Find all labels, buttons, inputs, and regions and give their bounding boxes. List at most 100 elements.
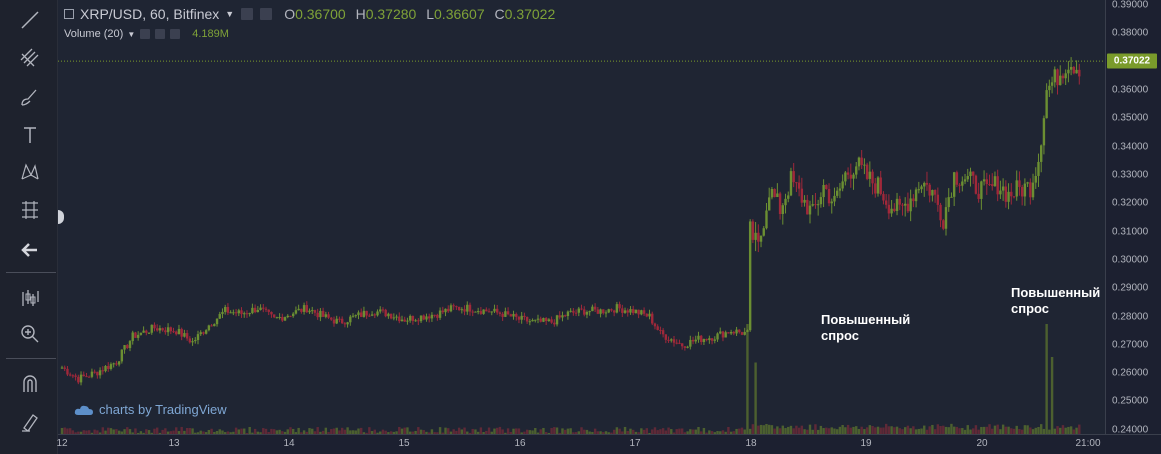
candle-body (754, 232, 757, 240)
candle-body (150, 324, 153, 333)
candle-body (691, 339, 695, 342)
open-value: 0.36700 (295, 6, 346, 22)
indicators-tool[interactable] (14, 284, 46, 312)
volume-bar (923, 425, 926, 434)
magnet-tool[interactable] (14, 370, 46, 398)
volume-title[interactable]: Volume (20) (64, 28, 124, 40)
candle-body (697, 335, 700, 340)
candle-body (1037, 161, 1040, 176)
candle-body (969, 171, 972, 177)
candle-body (539, 318, 542, 322)
candlestick-chart[interactable] (58, 0, 1105, 434)
volume-bar (153, 428, 156, 434)
volume-bar (678, 428, 681, 434)
volume-bar (183, 430, 186, 434)
annotation-text[interactable]: Повышенный спрос (1011, 285, 1101, 316)
volume-bar (602, 432, 605, 434)
candle-body (131, 332, 134, 342)
volume-bar (471, 428, 474, 434)
volume-bar (727, 426, 730, 434)
candle-body (833, 195, 836, 202)
volume-bar (759, 424, 763, 434)
candle-body (944, 207, 948, 229)
candle-body (368, 315, 371, 317)
volume-bar (700, 431, 703, 434)
close-label: C (494, 6, 505, 22)
symbol-title[interactable]: XRP/USD, 60, Bitfinex (80, 6, 220, 22)
candle-body (172, 331, 175, 333)
collapse-legend-icon[interactable] (64, 9, 74, 19)
volume-bar (855, 426, 858, 434)
candle-body (626, 310, 629, 313)
lock-tool[interactable] (14, 408, 46, 436)
candle-body (387, 313, 390, 317)
volume-bar (191, 428, 194, 434)
volume-bar (104, 430, 107, 434)
volume-bar (729, 431, 733, 434)
candle-body (270, 311, 273, 315)
annotation-text[interactable]: Повышенный спрос (821, 312, 911, 343)
eye-icon[interactable] (140, 29, 151, 39)
volume-bar (1061, 425, 1065, 434)
text-tool[interactable] (14, 121, 46, 149)
pitchfork-tool[interactable] (14, 44, 46, 72)
volume-bar (841, 424, 844, 434)
volume-bar (414, 430, 417, 434)
chevron-down-icon[interactable]: ▼ (225, 9, 235, 19)
volume-bar (1026, 425, 1029, 434)
candle-body (126, 345, 129, 349)
candle-body (928, 184, 931, 196)
volume-bar (185, 427, 189, 434)
candle-body (188, 338, 192, 343)
back-tool[interactable] (14, 236, 46, 264)
volume-bar (683, 432, 687, 434)
candle-body (580, 308, 583, 310)
close-icon[interactable] (170, 29, 181, 39)
chart-plot-area[interactable] (58, 0, 1105, 434)
volume-bar (612, 429, 616, 434)
candle-body (1075, 69, 1078, 74)
trend-line-tool[interactable] (14, 6, 46, 34)
volume-bar (373, 429, 376, 434)
candle-body (659, 329, 662, 331)
candle-body (349, 316, 352, 323)
candle-body (985, 179, 988, 185)
volume-bar (71, 430, 75, 434)
volume-bar (836, 429, 839, 434)
volume-bar (634, 431, 638, 434)
candle-body (297, 308, 300, 311)
volume-bar (134, 428, 137, 434)
volume-bar (765, 423, 768, 434)
candle-body (776, 193, 779, 198)
tradingview-watermark[interactable]: charts by TradingView (74, 402, 227, 417)
volume-bar (428, 432, 431, 434)
volume-bar (713, 432, 716, 434)
brush-tool[interactable] (14, 83, 46, 111)
candle-body (449, 305, 453, 312)
pattern-tool[interactable] (14, 158, 46, 186)
volume-bar (343, 429, 347, 434)
zoom-tool[interactable] (14, 320, 46, 348)
price-axis[interactable]: 0.390000.380000.370000.360000.350000.340… (1105, 0, 1161, 435)
candle-body (1001, 186, 1005, 191)
settings-icon[interactable] (260, 8, 273, 20)
volume-bar (661, 428, 665, 434)
candle-body (710, 338, 714, 341)
candle-body (327, 314, 330, 318)
volume-bar (988, 424, 991, 434)
eye-icon[interactable] (241, 8, 254, 20)
candle-body (305, 305, 308, 313)
candle-body (770, 188, 774, 198)
time-axis[interactable]: 12 13 14 15 16 17 18 19 20 21:00 (56, 434, 1161, 454)
arrow-left-icon (21, 243, 37, 257)
settings-icon[interactable] (155, 29, 166, 39)
candle-body (308, 310, 311, 313)
candle-body (117, 361, 121, 365)
candle-body (395, 316, 398, 318)
candle-body (262, 307, 265, 309)
measure-tool[interactable] (14, 196, 46, 224)
candle-body (147, 332, 151, 334)
scroll-handle[interactable] (58, 210, 64, 224)
candle-body (974, 175, 978, 194)
chevron-down-icon[interactable]: ▼ (127, 29, 136, 39)
